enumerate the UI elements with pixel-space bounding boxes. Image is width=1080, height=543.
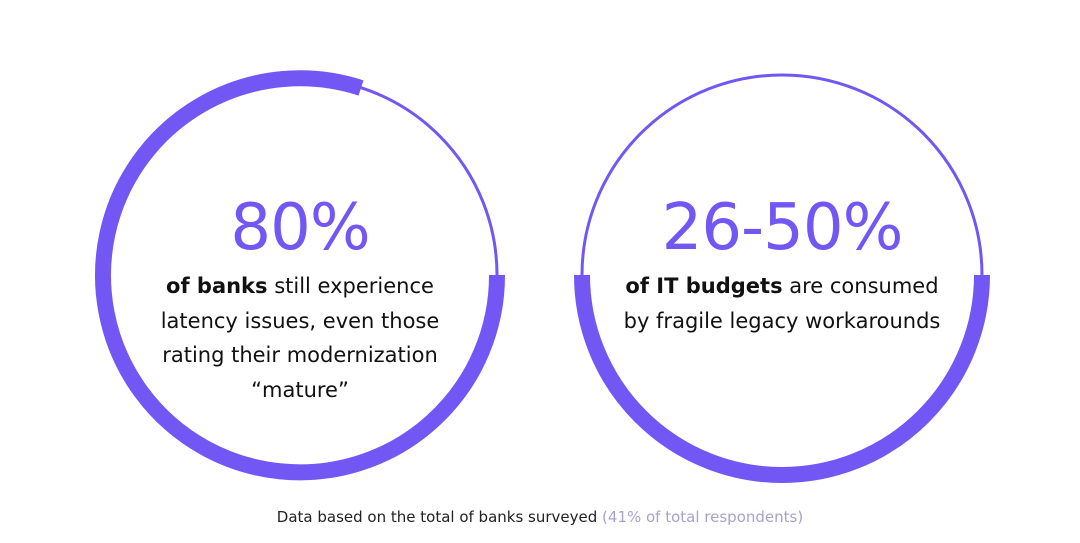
line: of IT budgets are consumed xyxy=(582,269,982,304)
line: “mature” xyxy=(251,377,349,402)
stat-figure: 80% xyxy=(230,191,370,265)
footer-note: (41% of total respondents) xyxy=(602,508,804,526)
lead: of banks xyxy=(166,274,268,298)
stat-description: of IT budgets are consumed by fragile le… xyxy=(582,269,982,338)
stat-figure: 26-50% xyxy=(661,191,904,265)
line: latency issues, even those xyxy=(160,308,440,333)
footer-text: Data based on the total of banks surveye… xyxy=(276,508,603,526)
lead: of IT budgets xyxy=(625,274,783,298)
text: are consumed xyxy=(782,274,939,298)
stat: 80% of banks still experience latency is… xyxy=(100,193,500,407)
ring-progress xyxy=(574,274,990,483)
footer: Data based on the total of banks surveye… xyxy=(0,508,1080,526)
line: of banks still experience xyxy=(100,269,500,304)
line: rating their modernization xyxy=(162,343,438,367)
text: still experience xyxy=(267,274,434,298)
line: by fragile legacy workarounds xyxy=(623,308,941,333)
stat-description: of banks still experience latency issues… xyxy=(100,269,500,407)
ring-progress xyxy=(95,70,505,481)
stat: 26-50% of IT budgets are consumed by fra… xyxy=(582,193,982,338)
